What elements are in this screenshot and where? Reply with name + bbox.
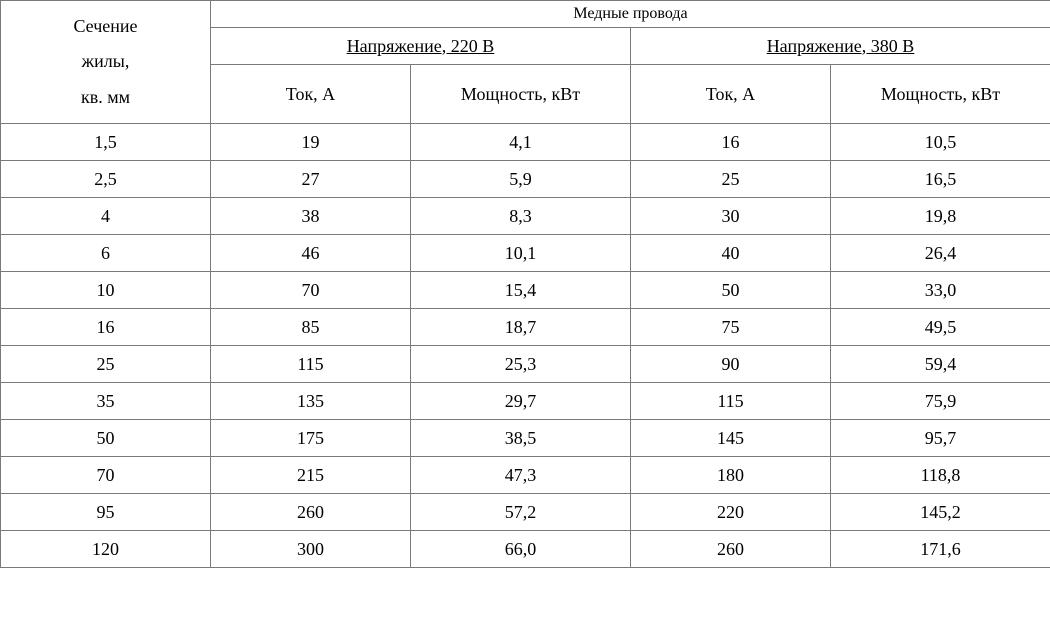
cell-section: 35 — [1, 383, 211, 420]
table-row: 12030066,0260171,6 — [1, 531, 1050, 568]
cell-p220: 10,1 — [411, 235, 631, 272]
cell-p220: 15,4 — [411, 272, 631, 309]
cell-i220: 19 — [211, 124, 411, 161]
header-voltage-380: Напряжение, 380 В — [631, 28, 1050, 65]
cell-section: 10 — [1, 272, 211, 309]
cell-i380: 260 — [631, 531, 831, 568]
table-row: 64610,14026,4 — [1, 235, 1050, 272]
table-row: 2511525,39059,4 — [1, 346, 1050, 383]
cell-p380: 16,5 — [831, 161, 1050, 198]
cell-p220: 66,0 — [411, 531, 631, 568]
table-row: 9526057,2220145,2 — [1, 494, 1050, 531]
cell-p220: 8,3 — [411, 198, 631, 235]
header-material: Медные провода — [211, 1, 1050, 28]
cell-section: 16 — [1, 309, 211, 346]
table-header: Сечение жилы, кв. мм Медные провода Напр… — [1, 1, 1050, 124]
cell-i220: 85 — [211, 309, 411, 346]
cell-p220: 25,3 — [411, 346, 631, 383]
header-current-220: Ток, А — [211, 65, 411, 124]
cell-section: 95 — [1, 494, 211, 531]
cell-p220: 47,3 — [411, 457, 631, 494]
cell-section: 6 — [1, 235, 211, 272]
cell-section: 120 — [1, 531, 211, 568]
table-row: 4388,33019,8 — [1, 198, 1050, 235]
cell-p380: 145,2 — [831, 494, 1050, 531]
header-cross-section: Сечение жилы, кв. мм — [1, 1, 211, 124]
cell-p380: 95,7 — [831, 420, 1050, 457]
header-cross-section-line1: Сечение — [1, 16, 210, 38]
cell-i220: 70 — [211, 272, 411, 309]
cell-section: 25 — [1, 346, 211, 383]
table-row: 168518,77549,5 — [1, 309, 1050, 346]
cell-p220: 5,9 — [411, 161, 631, 198]
cell-i380: 115 — [631, 383, 831, 420]
cell-i220: 215 — [211, 457, 411, 494]
cell-p220: 57,2 — [411, 494, 631, 531]
cell-i380: 40 — [631, 235, 831, 272]
cell-i380: 75 — [631, 309, 831, 346]
cell-p380: 75,9 — [831, 383, 1050, 420]
cell-section: 70 — [1, 457, 211, 494]
cell-i380: 50 — [631, 272, 831, 309]
header-voltage-220: Напряжение, 220 В — [211, 28, 631, 65]
cell-i220: 135 — [211, 383, 411, 420]
cell-p380: 59,4 — [831, 346, 1050, 383]
header-power-380: Мощность, кВт — [831, 65, 1050, 124]
header-power-220: Мощность, кВт — [411, 65, 631, 124]
table-row: 3513529,711575,9 — [1, 383, 1050, 420]
cell-p380: 49,5 — [831, 309, 1050, 346]
cell-i220: 300 — [211, 531, 411, 568]
cell-i380: 145 — [631, 420, 831, 457]
table-row: 107015,45033,0 — [1, 272, 1050, 309]
cell-i220: 27 — [211, 161, 411, 198]
table-body: 1,5194,11610,52,5275,92516,54388,33019,8… — [1, 124, 1050, 568]
cell-p220: 29,7 — [411, 383, 631, 420]
cell-i220: 46 — [211, 235, 411, 272]
cell-p220: 38,5 — [411, 420, 631, 457]
cell-p380: 171,6 — [831, 531, 1050, 568]
cell-p380: 33,0 — [831, 272, 1050, 309]
cell-i380: 30 — [631, 198, 831, 235]
cell-i220: 175 — [211, 420, 411, 457]
cell-i380: 220 — [631, 494, 831, 531]
cell-section: 50 — [1, 420, 211, 457]
table-row: 1,5194,11610,5 — [1, 124, 1050, 161]
wire-capacity-table: Сечение жилы, кв. мм Медные провода Напр… — [0, 0, 1050, 568]
header-cross-section-line2: жилы, — [1, 51, 210, 73]
cell-i220: 115 — [211, 346, 411, 383]
table-row: 5017538,514595,7 — [1, 420, 1050, 457]
table-row: 2,5275,92516,5 — [1, 161, 1050, 198]
cell-section: 4 — [1, 198, 211, 235]
cell-i220: 38 — [211, 198, 411, 235]
cell-i380: 90 — [631, 346, 831, 383]
cell-p220: 4,1 — [411, 124, 631, 161]
cell-i220: 260 — [211, 494, 411, 531]
table-row: 7021547,3180118,8 — [1, 457, 1050, 494]
cell-p380: 26,4 — [831, 235, 1050, 272]
cell-p380: 10,5 — [831, 124, 1050, 161]
cell-p380: 19,8 — [831, 198, 1050, 235]
header-current-380: Ток, А — [631, 65, 831, 124]
cell-p220: 18,7 — [411, 309, 631, 346]
cell-i380: 180 — [631, 457, 831, 494]
cell-i380: 16 — [631, 124, 831, 161]
cell-section: 2,5 — [1, 161, 211, 198]
cell-p380: 118,8 — [831, 457, 1050, 494]
cell-i380: 25 — [631, 161, 831, 198]
header-cross-section-line3: кв. мм — [1, 87, 210, 109]
cell-section: 1,5 — [1, 124, 211, 161]
